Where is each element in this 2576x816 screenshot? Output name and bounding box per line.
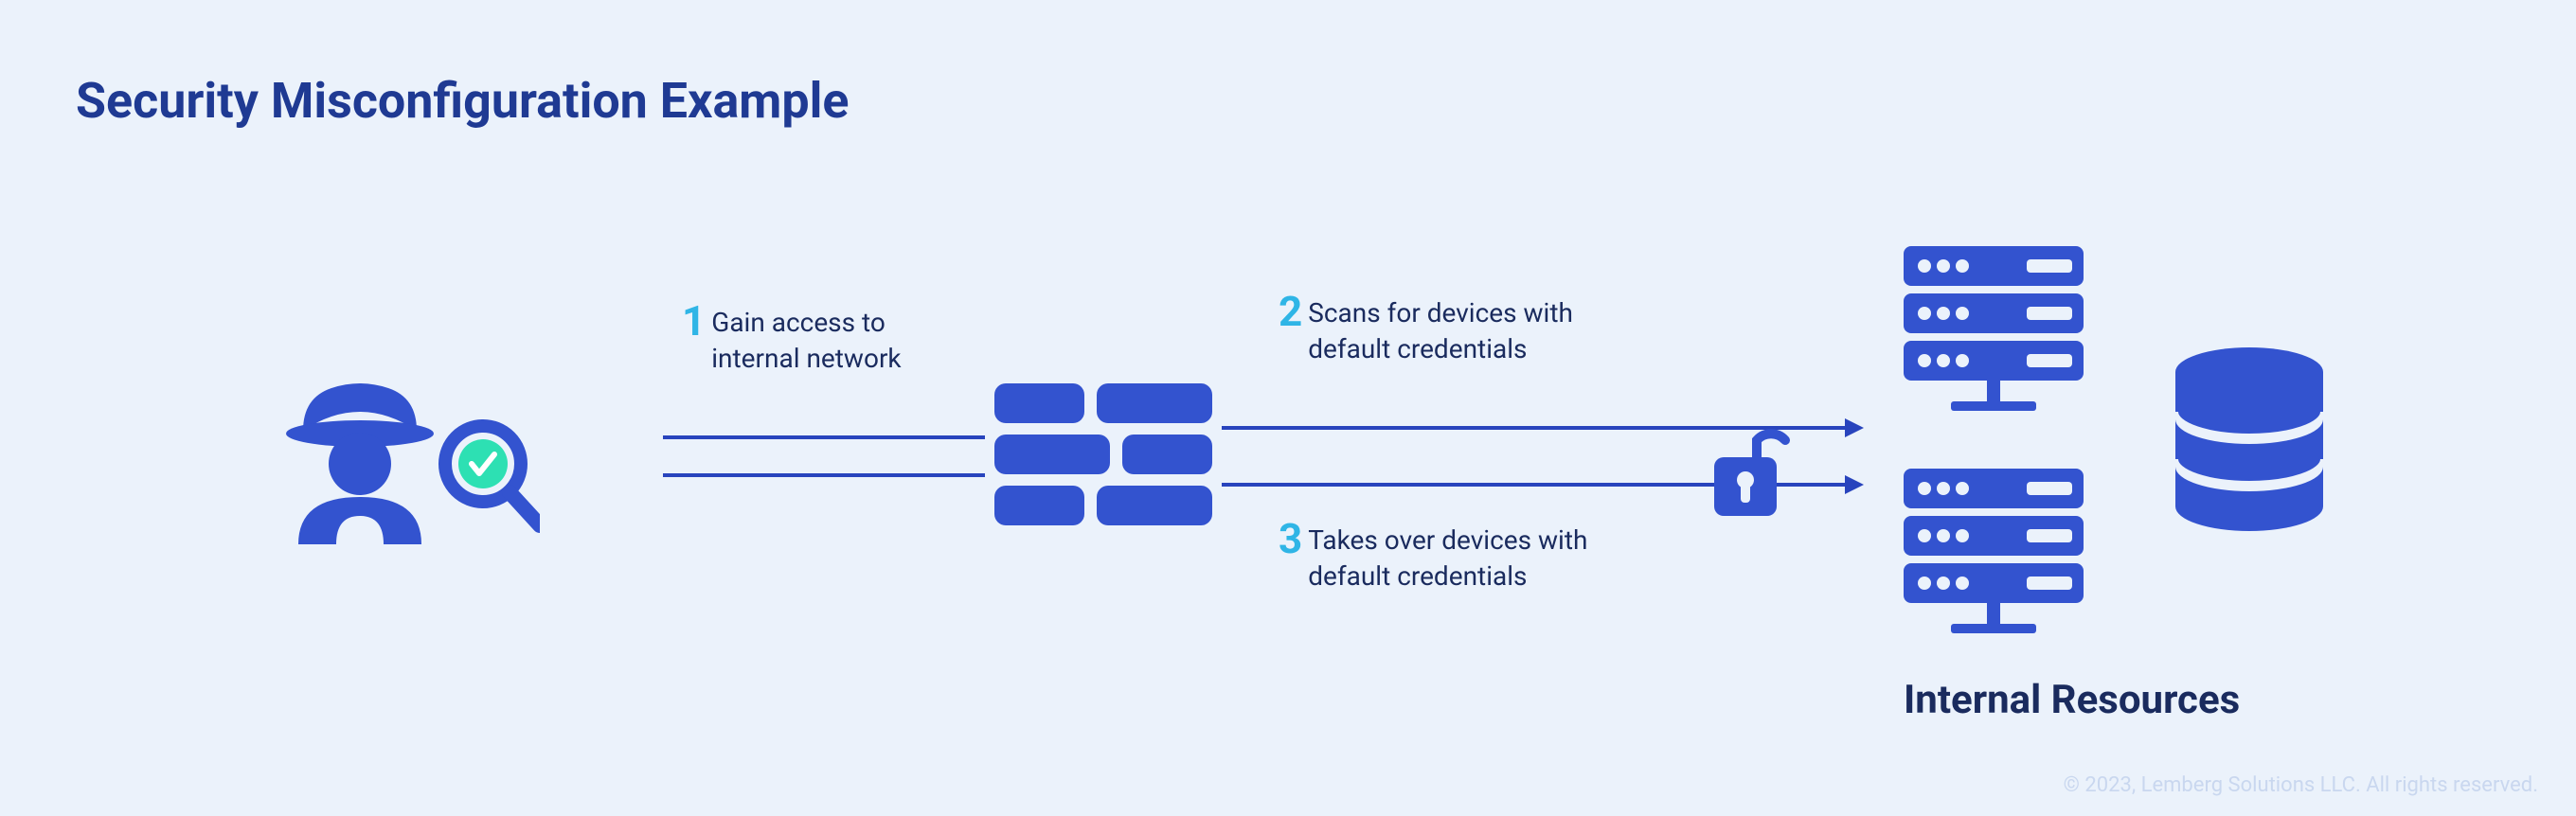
step-2-number: 2	[1279, 293, 1302, 331]
page-title: Security Misconfiguration Example	[76, 72, 849, 130]
copyright-text: © 2023, Lemberg Solutions LLC. All right…	[2064, 773, 2538, 797]
step-1: 1 Gain access tointernal network	[682, 303, 902, 377]
step-2: 2 Scans for devices withdefault credenti…	[1279, 293, 1573, 367]
internal-resources-label: Internal Resources	[1904, 677, 2240, 723]
flow-line-1a	[663, 435, 985, 439]
step-2-text: Scans for devices withdefault credential…	[1308, 293, 1573, 367]
flow-arrow-2a-head	[1845, 418, 1864, 437]
firewall-icon	[994, 383, 1212, 529]
step-3-number: 3	[1279, 521, 1302, 559]
attacker-icon	[284, 360, 540, 553]
open-lock-icon	[1705, 412, 1790, 529]
flow-line-1b	[663, 473, 985, 477]
step-1-text: Gain access tointernal network	[711, 303, 901, 377]
flow-arrow-2b-head	[1845, 475, 1864, 494]
step-3: 3 Takes over devices withdefault credent…	[1279, 521, 1587, 594]
step-1-number: 1	[682, 303, 706, 341]
diagram-canvas: 1 Gain access tointernal network 2 Scans…	[0, 246, 2576, 625]
server-stack-icon	[1885, 246, 2102, 657]
database-icon	[2169, 346, 2330, 539]
step-3-text: Takes over devices withdefault credentia…	[1308, 521, 1587, 594]
